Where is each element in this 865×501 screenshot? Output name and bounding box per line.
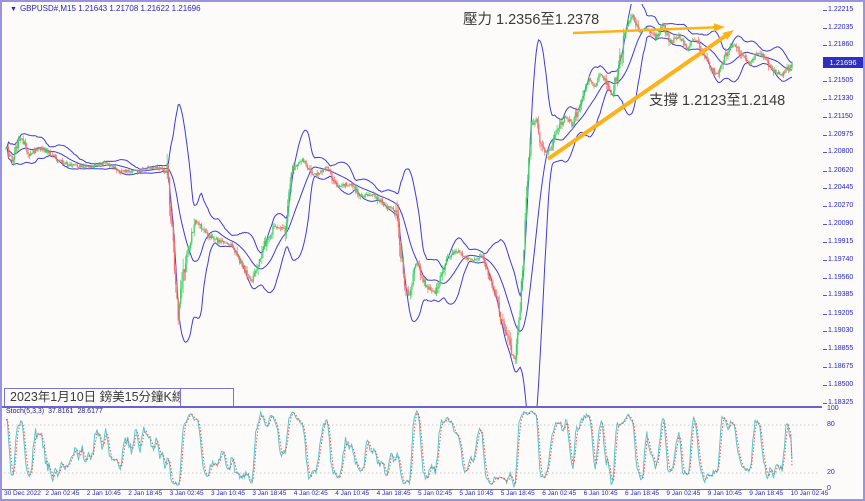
time-tick: 6 Jan 18:45 [625,490,659,497]
time-tick: 10 Jan 02:45 [790,490,829,497]
panel-separator[interactable] [2,406,863,408]
time-tick: 9 Jan 10:45 [707,490,742,497]
oscillator-tick: 100 [827,405,839,412]
resistance-annotation: 壓力 1.2356至1.2378 [463,12,600,28]
price-tick: 1.20620 [822,166,854,174]
ohlc-values: 1.21643 1.21708 1.21622 1.21696 [78,4,201,13]
time-tick: 6 Jan 02:45 [542,490,577,497]
stochastic-k-value: 37.8161 [48,408,74,415]
price-tick: 1.19205 [822,309,854,317]
stochastic-name: Stoch(5,3,3) [6,408,45,415]
price-tick: 1.20090 [822,220,854,228]
chart-caption-box[interactable]: 2023年1月10日 鎊美15分鐘K線 [4,388,191,408]
price-tick: 1.21505 [822,77,854,85]
time-axis[interactable]: 30 Dec 2022 2 Jan 02:45 2 Jan 10:45 2 Jan 1… [2,490,863,499]
time-tick: 4 Jan 02:45 [293,490,328,497]
price-tick: 1.19740 [822,255,854,263]
price-tick: 1.18500 [822,380,854,388]
price-tick: 1.20270 [822,202,854,209]
time-tick: 2 Jan 10:45 [86,490,121,497]
price-tick: 1.19030 [822,327,854,335]
symbol-collapse-icon[interactable]: ▼ [10,6,17,13]
price-tick: 1.20975 [822,130,854,138]
time-tick: 5 Jan 02:45 [418,490,452,497]
oscillator-tick: 0 [827,485,831,492]
stochastic-d-value: 28.6177 [77,408,103,415]
price-tick: 1.19915 [822,237,854,245]
symbol-ohlc-readout: ▼ GBPUSD#,M15 1.21643 1.21708 1.21622 1.2… [10,4,201,13]
time-tick: 5 Jan 10:45 [459,490,494,497]
price-tick: 1.21860 [822,41,854,49]
symbol-title: GBPUSD#,M15 [19,4,76,13]
support-annotation: 支撐 1.2123至1.2148 [649,93,786,109]
price-axis[interactable]: 1.22215 1.22035 1.21860 1.21505 1.21330 1.211… [822,2,863,499]
time-tick: 2 Jan 18:45 [128,490,163,497]
empty-label-box[interactable] [180,388,234,408]
stoch-panel-bottom-border [2,489,822,490]
time-tick: 30 Dec 2022 [4,490,41,497]
stochastic-readout: Stoch(5,3,3) 37.8161 28.6177 [6,408,103,415]
time-tick: 3 Jan 02:45 [169,490,204,497]
stochastic-canvas[interactable] [2,408,822,489]
price-tick: 1.21330 [822,94,854,102]
oscillator-tick: 20 [827,469,835,476]
time-tick: 3 Jan 18:45 [252,490,287,497]
main-chart-canvas[interactable] [2,2,822,406]
price-tick: 1.20445 [822,184,854,192]
time-tick: 9 Jan 18:45 [749,490,784,497]
time-tick: 2 Jan 02:45 [45,490,80,497]
time-tick: 9 Jan 02:45 [666,490,701,497]
current-price-label: 1.21696 [823,56,863,68]
price-tick: 1.19560 [822,273,854,281]
time-tick: 5 Jan 18:45 [500,490,535,497]
price-tick: 1.18675 [822,363,854,371]
chart-caption-text: 2023年1月10日 鎊美15分鐘K線 [10,390,185,404]
price-tick: 1.18855 [822,344,854,352]
price-tick: 1.18325 [822,398,854,406]
price-tick: 1.22215 [822,5,854,13]
time-tick: 4 Jan 18:45 [376,490,411,497]
price-tick: 1.20800 [822,148,854,156]
oscillator-tick: 80 [827,421,835,428]
time-tick: 4 Jan 10:45 [335,490,370,497]
time-tick: 3 Jan 10:45 [211,490,245,497]
price-tick: 1.19385 [822,291,854,299]
price-tick: 1.21150 [823,113,853,121]
time-tick: 6 Jan 10:45 [583,490,618,497]
price-tick: 1.22035 [822,23,854,31]
